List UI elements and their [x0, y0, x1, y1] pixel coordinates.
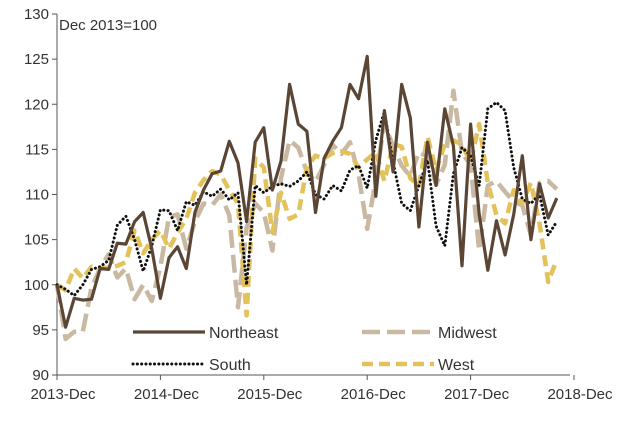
legend-label: Northeast: [209, 325, 279, 342]
y-axis-ticks: 130 125 120 115 110 105 100 95 90: [24, 6, 57, 384]
x-tick-label: 2014-Dec: [134, 386, 200, 403]
x-tick-label: 2015-Dec: [237, 386, 303, 403]
series-lines: [54, 54, 559, 342]
y-tick-label: 100: [24, 277, 49, 294]
unit-label: Dec 2013=100: [59, 17, 157, 34]
x-tick-label: 2016-Dec: [341, 386, 407, 403]
y-tick-label: 90: [32, 367, 49, 384]
y-tick-label: 105: [24, 232, 49, 249]
series-line-west: [55, 121, 559, 318]
y-tick-label: 130: [24, 6, 49, 23]
legend-label: South: [209, 357, 251, 374]
legend-label: Midwest: [438, 325, 497, 342]
legend-label: West: [438, 357, 475, 374]
legend: Northeast Midwest South West: [131, 325, 497, 374]
y-tick-label: 115: [25, 141, 49, 158]
x-tick-label: 2013-Dec: [30, 386, 96, 403]
legend-item-south: South: [131, 357, 251, 374]
y-tick-label: 120: [24, 96, 49, 113]
series-line-northeast: [55, 54, 559, 329]
legend-item-west: West: [362, 357, 475, 374]
x-axis-ticks: 2013-Dec 2014-Dec 2015-Dec 2016-Dec 2017-Dec…: [30, 375, 613, 403]
x-tick-label: 2018-Dec: [547, 386, 613, 403]
y-tick-label: 95: [32, 322, 49, 339]
y-tick-label: 110: [25, 187, 49, 204]
legend-item-northeast: Northeast: [133, 325, 279, 342]
y-tick-label: 125: [24, 51, 49, 68]
legend-item-midwest: Midwest: [362, 325, 497, 342]
x-tick-label: 2017-Dec: [444, 386, 510, 403]
